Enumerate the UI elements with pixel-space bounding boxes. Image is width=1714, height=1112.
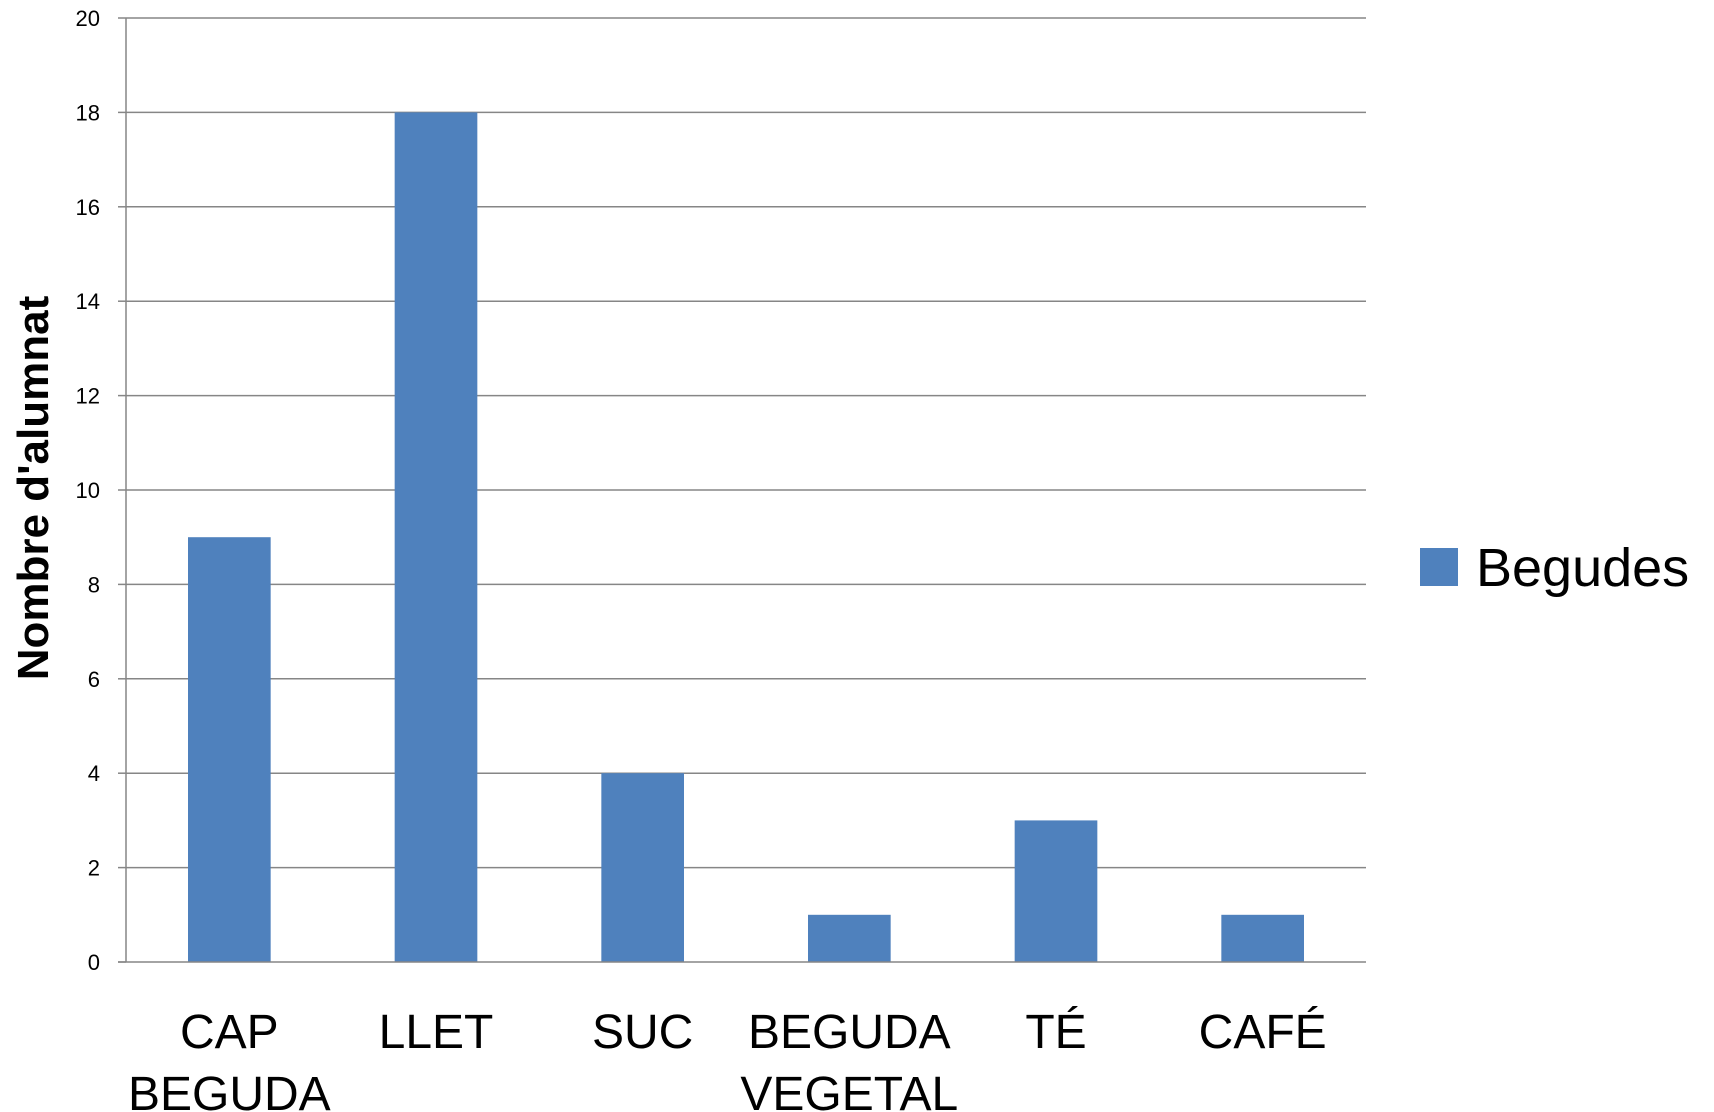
- gridlines: [118, 17, 1366, 963]
- y-tick-label-0: 0: [88, 950, 100, 975]
- y-tick-label-8: 8: [88, 572, 100, 597]
- axes: [118, 18, 1366, 963]
- y-tick-labels: 0 2 4 6 8 10 12 14 16 18 20: [76, 6, 100, 975]
- bar-llet: [394, 112, 478, 962]
- bar-suc: [601, 773, 684, 962]
- legend-label-begudes: Begudes: [1476, 538, 1689, 598]
- x-tick-labels: CAP BEGUDA LLET SUC BEGUDA VEGETAL TÉ CAFÉ: [128, 1006, 1327, 1112]
- y-tick-label-10: 10: [76, 478, 100, 503]
- x-tick-label-beguda-vegetal: BEGUDA VEGETAL: [740, 1006, 958, 1112]
- y-tick-label-16: 16: [76, 195, 100, 220]
- y-tick-label-4: 4: [88, 761, 100, 786]
- y-tick-label-6: 6: [88, 667, 100, 692]
- x-tick-label-llet: LLET: [379, 1006, 494, 1059]
- legend-swatch-begudes: [1420, 548, 1458, 586]
- x-tick-label-té: TÉ: [1025, 1006, 1086, 1059]
- bars: [188, 112, 1304, 962]
- legend: Begudes: [1420, 538, 1689, 598]
- y-tick-label-12: 12: [76, 384, 100, 409]
- y-tick-label-14: 14: [76, 289, 100, 314]
- y-tick-label-2: 2: [88, 856, 100, 881]
- y-axis-label: Nombre d'alumnat: [9, 295, 58, 680]
- y-tick-label-18: 18: [76, 100, 100, 125]
- x-tick-label-café: CAFÉ: [1199, 1006, 1327, 1059]
- x-tick-label-cap-beguda: CAP BEGUDA: [128, 1006, 331, 1112]
- bar-beguda-vegetal: [808, 914, 891, 962]
- bar-café: [1221, 914, 1304, 962]
- y-tick-label-20: 20: [76, 6, 100, 31]
- x-tick-label-suc: SUC: [592, 1006, 693, 1059]
- bar-cap-beguda: [188, 537, 271, 962]
- bar-té: [1014, 820, 1098, 962]
